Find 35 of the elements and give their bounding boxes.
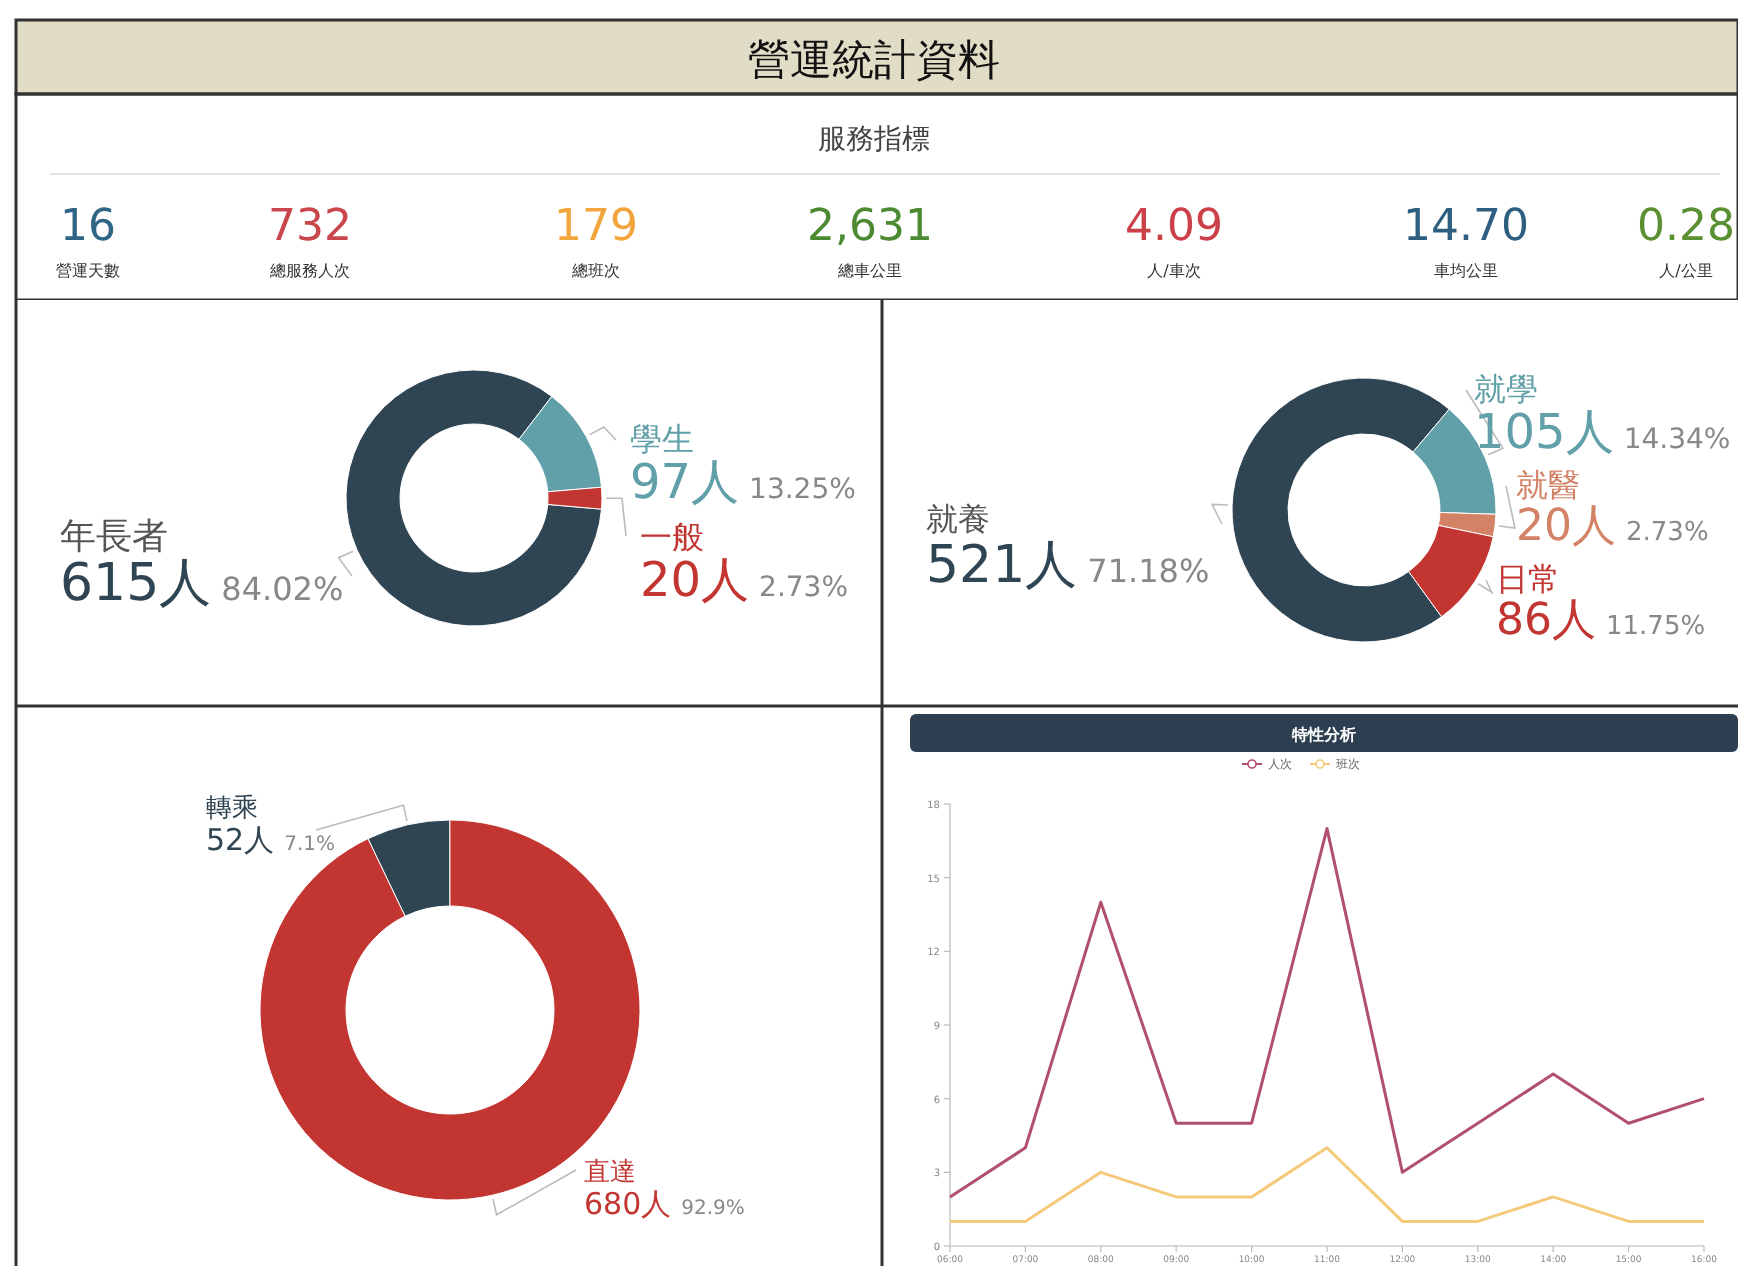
data-label: 105人 14.34% bbox=[1474, 404, 1731, 460]
data-label: 20人 2.73% bbox=[640, 552, 849, 608]
slice-label: 就學 bbox=[1474, 370, 1538, 408]
data-label: 179 bbox=[554, 202, 638, 252]
category-label: 總車公里 bbox=[836, 262, 902, 280]
slice-label: 就養 bbox=[926, 500, 990, 538]
data-label: 0.28 bbox=[1637, 202, 1735, 252]
category-label: 總班次 bbox=[570, 262, 620, 280]
slice-label: 日常 bbox=[1496, 560, 1560, 598]
data-label: 680人 92.9% bbox=[584, 1186, 745, 1222]
data-label: 521人 71.18% bbox=[926, 536, 1210, 596]
chart-title: 特性分析 bbox=[1290, 726, 1356, 744]
data-label: 615人 84.02% bbox=[60, 554, 344, 614]
data-label: 732 bbox=[268, 202, 352, 252]
category-label: 人/車次 bbox=[1147, 262, 1201, 280]
text: 服務指標 bbox=[818, 124, 930, 156]
slice-label: 年長者 bbox=[60, 516, 168, 558]
data-label: 16 bbox=[60, 202, 116, 252]
slice-label: 學生 bbox=[630, 420, 694, 458]
text: 營運統計資料 bbox=[748, 36, 1000, 84]
slice-label: 直達 bbox=[584, 1158, 636, 1188]
data-label: 97人 13.25% bbox=[630, 454, 856, 510]
data-label: 20人 2.73% bbox=[1516, 502, 1709, 552]
data-label: 52人 7.1% bbox=[206, 822, 335, 858]
category-label: 營運天數 bbox=[56, 262, 120, 280]
data-label: 4.09 bbox=[1125, 202, 1223, 252]
slice-label: 轉乘 bbox=[206, 794, 258, 824]
slice-label: 一般 bbox=[640, 518, 704, 556]
category-label: 總服務人次 bbox=[268, 262, 350, 280]
data-label: 86人 11.75% bbox=[1496, 596, 1706, 646]
data-label: 14.70 bbox=[1403, 202, 1529, 252]
slice-label: 就醫 bbox=[1516, 466, 1580, 504]
category-label: 車均公里 bbox=[1434, 262, 1498, 280]
data-label: 2,631 bbox=[807, 202, 933, 252]
category-label: 人/公里 bbox=[1659, 262, 1713, 280]
